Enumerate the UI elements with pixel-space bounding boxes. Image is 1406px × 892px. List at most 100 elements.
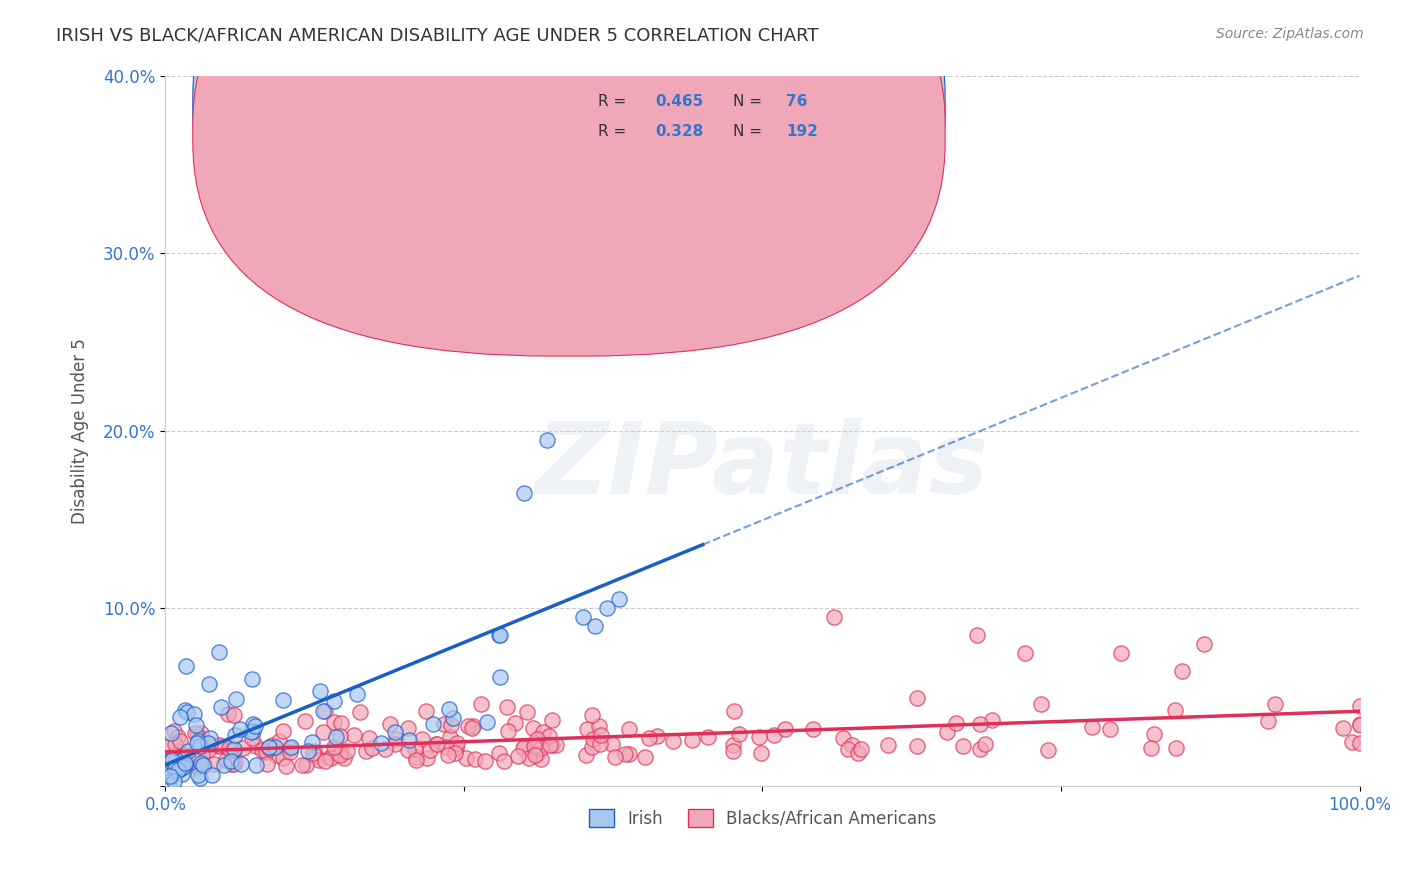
Point	[419, 743, 441, 757]
Point	[242, 731, 264, 745]
Point	[207, 739, 229, 753]
Point	[544, 739, 567, 753]
Point	[966, 628, 988, 642]
Point	[191, 747, 214, 762]
Text: N =: N =	[733, 95, 766, 110]
Point	[229, 757, 252, 772]
Point	[202, 757, 225, 772]
Point	[1014, 646, 1036, 660]
Point	[243, 719, 266, 733]
Point	[304, 749, 326, 764]
Point	[1348, 717, 1371, 731]
Point	[512, 308, 534, 322]
Point	[232, 741, 254, 756]
Point	[583, 619, 606, 633]
Legend: Irish, Blacks/African Americans: Irish, Blacks/African Americans	[582, 803, 943, 834]
Point	[905, 739, 928, 753]
Point	[224, 741, 246, 756]
Point	[183, 706, 205, 721]
Point	[613, 747, 636, 761]
Point	[935, 725, 957, 739]
Point	[209, 699, 232, 714]
Point	[728, 727, 751, 741]
Point	[169, 762, 191, 776]
Point	[174, 658, 197, 673]
Point	[1140, 741, 1163, 756]
Point	[488, 747, 510, 761]
Point	[849, 742, 872, 756]
Point	[696, 730, 718, 744]
Point	[617, 747, 640, 761]
Point	[224, 728, 246, 742]
Point	[329, 747, 352, 762]
Point	[257, 739, 280, 754]
Point	[433, 716, 456, 731]
Point	[170, 760, 193, 774]
Point	[384, 737, 406, 751]
Point	[190, 726, 212, 740]
Point	[600, 737, 623, 751]
Point	[1029, 697, 1052, 711]
Point	[489, 670, 512, 684]
Point	[193, 757, 215, 772]
Point	[218, 740, 240, 755]
Point	[463, 718, 485, 732]
Point	[187, 734, 209, 748]
Point	[603, 750, 626, 764]
Point	[157, 778, 180, 792]
Point	[723, 704, 745, 718]
Point	[349, 705, 371, 719]
Point	[170, 767, 193, 781]
Point	[163, 737, 186, 751]
Point	[191, 736, 214, 750]
Point	[169, 710, 191, 724]
Point	[280, 739, 302, 754]
Point	[336, 743, 359, 757]
Point	[1171, 664, 1194, 678]
Point	[512, 741, 534, 756]
Point	[969, 717, 991, 731]
Point	[186, 736, 208, 750]
Point	[832, 731, 855, 745]
Point	[446, 736, 468, 750]
Point	[474, 754, 496, 768]
Text: R =: R =	[598, 124, 631, 139]
Point	[530, 741, 553, 756]
Point	[411, 732, 433, 747]
Point	[222, 757, 245, 772]
Point	[271, 693, 294, 707]
Point	[1348, 718, 1371, 732]
Point	[1348, 736, 1371, 750]
Point	[945, 715, 967, 730]
Point	[157, 757, 180, 772]
Point	[318, 749, 340, 764]
Point	[302, 747, 325, 761]
Point	[301, 735, 323, 749]
Point	[217, 707, 239, 722]
Point	[329, 745, 352, 759]
Point	[276, 758, 298, 772]
Point	[160, 725, 183, 739]
Point	[538, 729, 561, 743]
Point	[186, 760, 208, 774]
Point	[572, 610, 595, 624]
Point	[536, 433, 558, 447]
Point	[477, 714, 499, 729]
Point	[422, 717, 444, 731]
Point	[426, 737, 449, 751]
Point	[444, 746, 467, 760]
Point	[523, 739, 546, 754]
Point	[503, 715, 526, 730]
Point	[256, 756, 278, 771]
Point	[278, 741, 301, 756]
Point	[312, 704, 335, 718]
Point	[222, 708, 245, 723]
Text: 76: 76	[786, 95, 807, 110]
Point	[242, 716, 264, 731]
Point	[588, 738, 610, 752]
Point	[581, 708, 603, 723]
Point	[526, 747, 548, 761]
Point	[404, 741, 426, 756]
Point	[180, 747, 202, 761]
Text: N =: N =	[733, 124, 766, 139]
